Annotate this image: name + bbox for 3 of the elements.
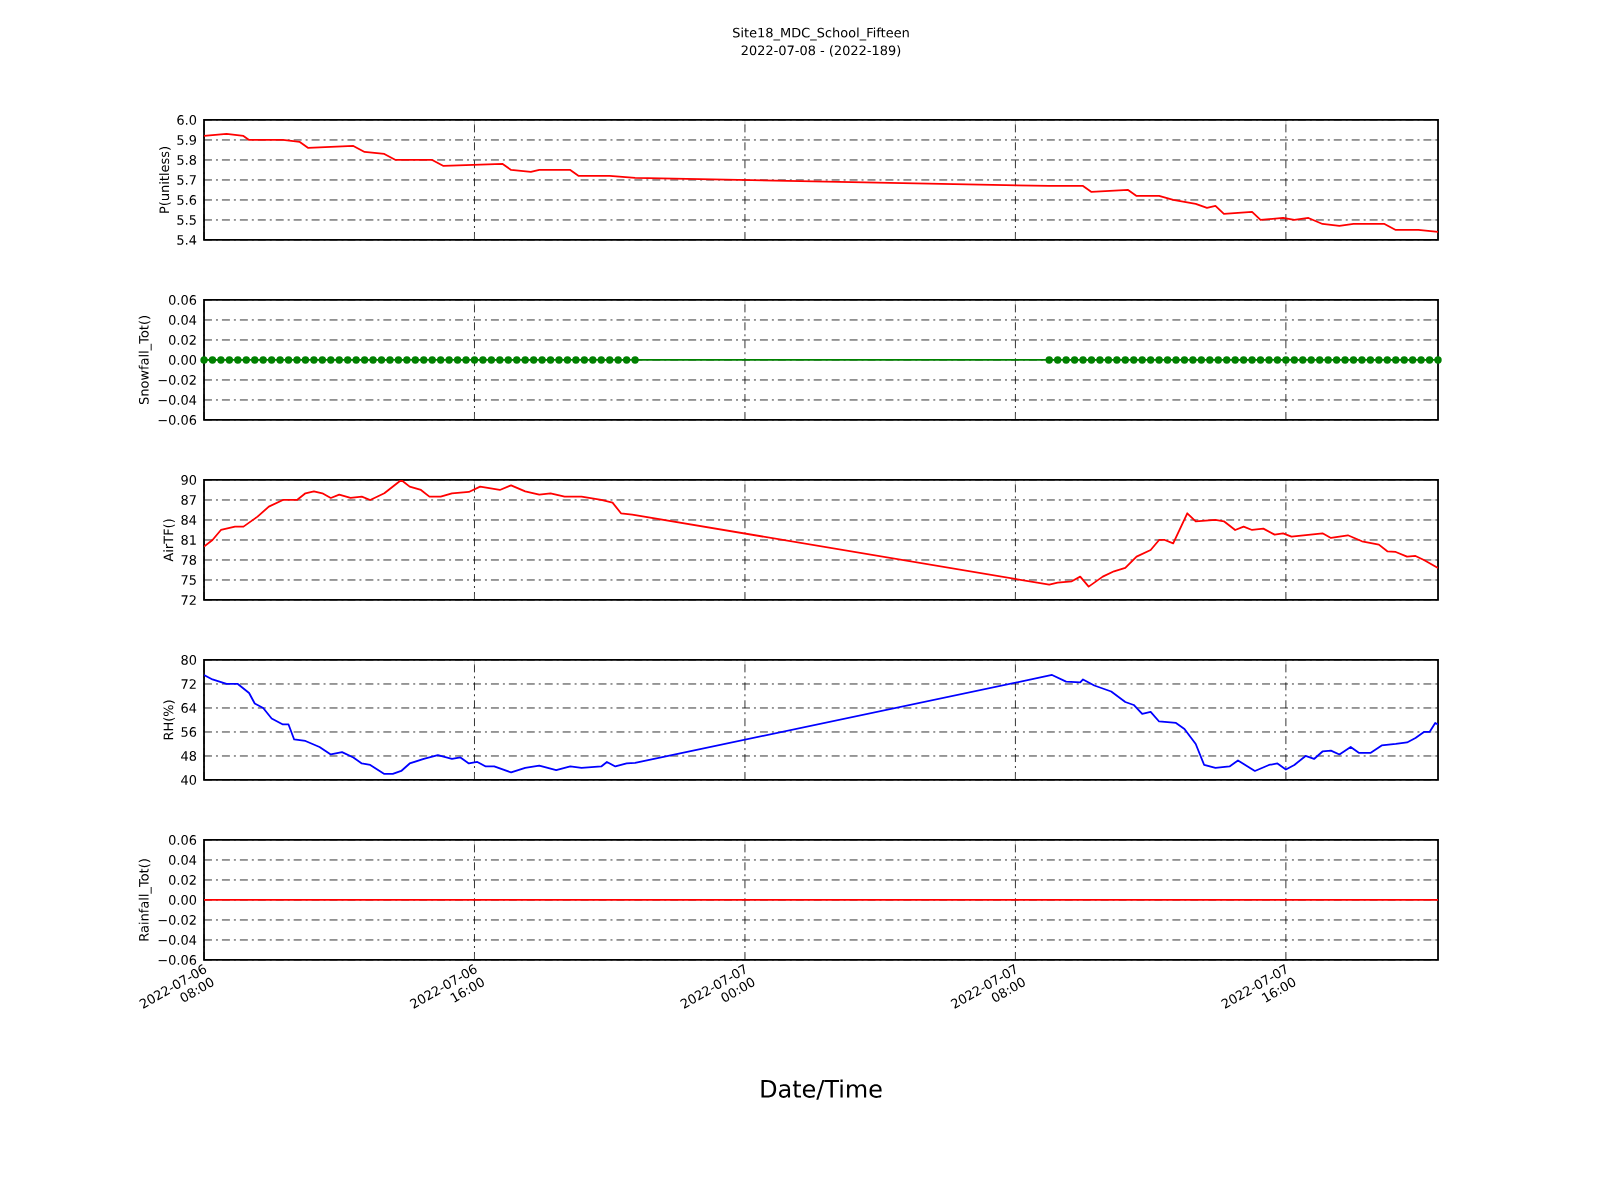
line-series [204,133,1439,233]
line-series [204,674,1439,775]
x-axis-title: Date/Time [761,1079,882,1100]
